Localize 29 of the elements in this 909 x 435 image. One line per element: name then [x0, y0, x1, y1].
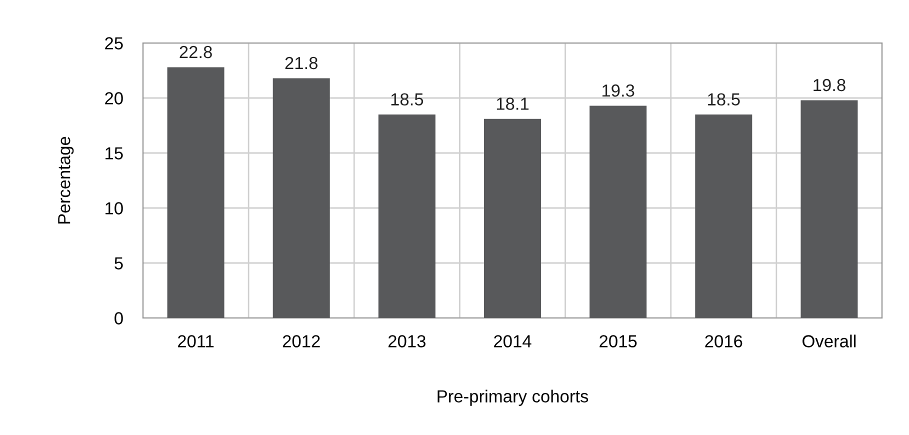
- x-axis-title: Pre-primary cohorts: [438, 390, 588, 406]
- x-tick-label: 2011: [178, 335, 214, 348]
- x-tick-label: 2016: [705, 335, 742, 348]
- bar: [695, 114, 752, 318]
- x-tick-label: 2013: [388, 335, 426, 348]
- data-label: 18.5: [391, 93, 424, 106]
- x-tick-label: 2014: [494, 335, 532, 348]
- data-label: 18.5: [708, 93, 740, 106]
- data-label: 19.8: [814, 78, 846, 92]
- y-axis-title: Percentage: [58, 136, 74, 224]
- bar: [484, 118, 542, 318]
- bar: [590, 106, 647, 318]
- bar: [272, 78, 330, 318]
- y-tick-label: 5: [114, 257, 123, 270]
- y-tick-label: 20: [105, 92, 123, 104]
- x-tick-label: 2012: [282, 335, 320, 348]
- bar: [167, 67, 224, 318]
- data-label: 18.1: [496, 98, 529, 110]
- data-label: 22.8: [180, 46, 212, 58]
- x-tick-label: Overall: [802, 334, 856, 348]
- y-tick-label: 15: [106, 147, 123, 160]
- data-label: 19.3: [602, 84, 634, 97]
- y-tick-label: 25: [105, 37, 123, 50]
- y-tick-label: 10: [106, 202, 123, 214]
- bar: [800, 100, 858, 318]
- x-tick-label: 2015: [600, 335, 637, 348]
- data-label: 21.8: [285, 56, 318, 70]
- bar: [378, 114, 436, 318]
- y-tick-label: 0: [114, 312, 123, 324]
